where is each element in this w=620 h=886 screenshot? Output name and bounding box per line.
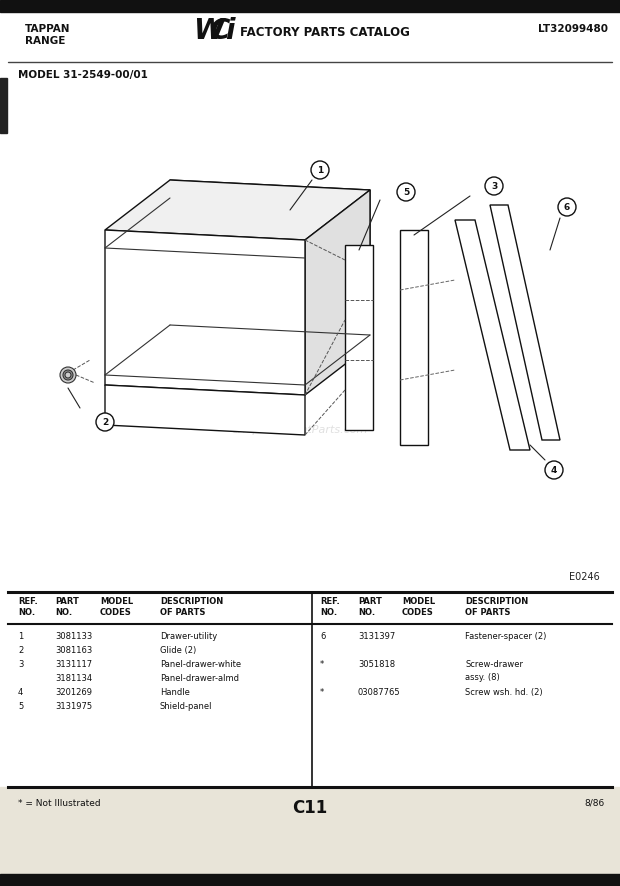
Circle shape [63, 370, 73, 380]
Text: DESCRIPTION
OF PARTS: DESCRIPTION OF PARTS [465, 597, 528, 618]
Circle shape [60, 367, 76, 383]
Text: *: * [320, 688, 324, 697]
Text: 3081163: 3081163 [55, 646, 92, 655]
Text: 4: 4 [551, 465, 557, 475]
Text: *: * [320, 660, 324, 669]
Bar [0, 874, 620, 886]
Text: E0246: E0246 [569, 572, 600, 582]
Bar [8, 592, 612, 787]
Text: eReplacementParts.com: eReplacementParts.com [232, 425, 368, 435]
Polygon shape [105, 385, 305, 435]
Text: C11: C11 [293, 799, 327, 817]
Circle shape [96, 413, 114, 431]
Text: 2: 2 [102, 417, 108, 426]
Text: Panel-drawer-white: Panel-drawer-white [160, 660, 241, 669]
Text: 3: 3 [18, 660, 24, 669]
Polygon shape [345, 245, 373, 430]
Text: assy. (8): assy. (8) [465, 672, 500, 681]
Text: Drawer-utility: Drawer-utility [160, 632, 217, 641]
Text: 6: 6 [320, 632, 326, 641]
Text: REF.
NO.: REF. NO. [320, 597, 340, 618]
Text: Handle: Handle [160, 688, 190, 697]
Text: Screw-drawer: Screw-drawer [465, 660, 523, 669]
Text: Glide (2): Glide (2) [160, 646, 197, 655]
Text: 3051818: 3051818 [358, 660, 395, 669]
Text: * = Not Illustrated: * = Not Illustrated [18, 799, 100, 808]
Bar [0, 787, 620, 886]
Text: W: W [193, 17, 224, 45]
Text: 5: 5 [403, 188, 409, 197]
Circle shape [311, 161, 329, 179]
Polygon shape [105, 180, 370, 240]
Text: 3131975: 3131975 [55, 702, 92, 711]
Bar [7, 64, 613, 584]
Text: 0-: 0- [215, 412, 222, 418]
Text: Panel-drawer-almd: Panel-drawer-almd [160, 674, 239, 683]
Text: MODEL
CODES: MODEL CODES [402, 597, 435, 618]
Text: o: o [130, 365, 133, 370]
Text: 03087765: 03087765 [358, 688, 401, 697]
Text: 3131397: 3131397 [358, 632, 396, 641]
Text: 3201269: 3201269 [55, 688, 92, 697]
Text: 3: 3 [491, 182, 497, 190]
Text: C: C [210, 17, 231, 45]
Text: 6: 6 [564, 203, 570, 212]
Polygon shape [455, 220, 530, 450]
Text: Shield-panel: Shield-panel [160, 702, 213, 711]
Text: 4: 4 [18, 688, 24, 697]
Circle shape [545, 461, 563, 479]
Text: P: P [350, 305, 353, 310]
Text: 2: 2 [18, 646, 24, 655]
Circle shape [397, 183, 415, 201]
Text: DESCRIPTION
OF PARTS: DESCRIPTION OF PARTS [160, 597, 223, 618]
Text: 1: 1 [317, 166, 323, 175]
Text: TAPPAN: TAPPAN [25, 24, 71, 34]
Text: LT32099480: LT32099480 [538, 24, 608, 34]
Text: 3081133: 3081133 [55, 632, 92, 641]
Text: FACTORY PARTS CATALOG: FACTORY PARTS CATALOG [240, 26, 410, 39]
Text: 3181134: 3181134 [55, 674, 92, 683]
Bar [0, 0, 620, 12]
Circle shape [558, 198, 576, 216]
Text: i: i [225, 17, 234, 45]
Bar [0, 78, 7, 133]
Text: RANGE: RANGE [25, 36, 65, 46]
Polygon shape [490, 205, 560, 440]
Text: Screw wsh. hd. (2): Screw wsh. hd. (2) [465, 688, 542, 697]
Circle shape [485, 177, 503, 195]
Text: PART
NO.: PART NO. [55, 597, 79, 618]
Polygon shape [105, 230, 305, 395]
Text: REF.
NO.: REF. NO. [18, 597, 38, 618]
Text: MODEL 31-2549-00/01: MODEL 31-2549-00/01 [18, 70, 148, 80]
Polygon shape [400, 230, 428, 445]
Text: Fastener-spacer (2): Fastener-spacer (2) [465, 632, 546, 641]
Text: PART
NO.: PART NO. [358, 597, 382, 618]
Text: 8/86: 8/86 [585, 799, 605, 808]
Text: MODEL
CODES: MODEL CODES [100, 597, 133, 618]
Polygon shape [305, 190, 370, 395]
Text: 5: 5 [18, 702, 24, 711]
Text: 3131117: 3131117 [55, 660, 92, 669]
Circle shape [65, 372, 71, 378]
Polygon shape [170, 180, 370, 345]
Text: 1: 1 [18, 632, 24, 641]
